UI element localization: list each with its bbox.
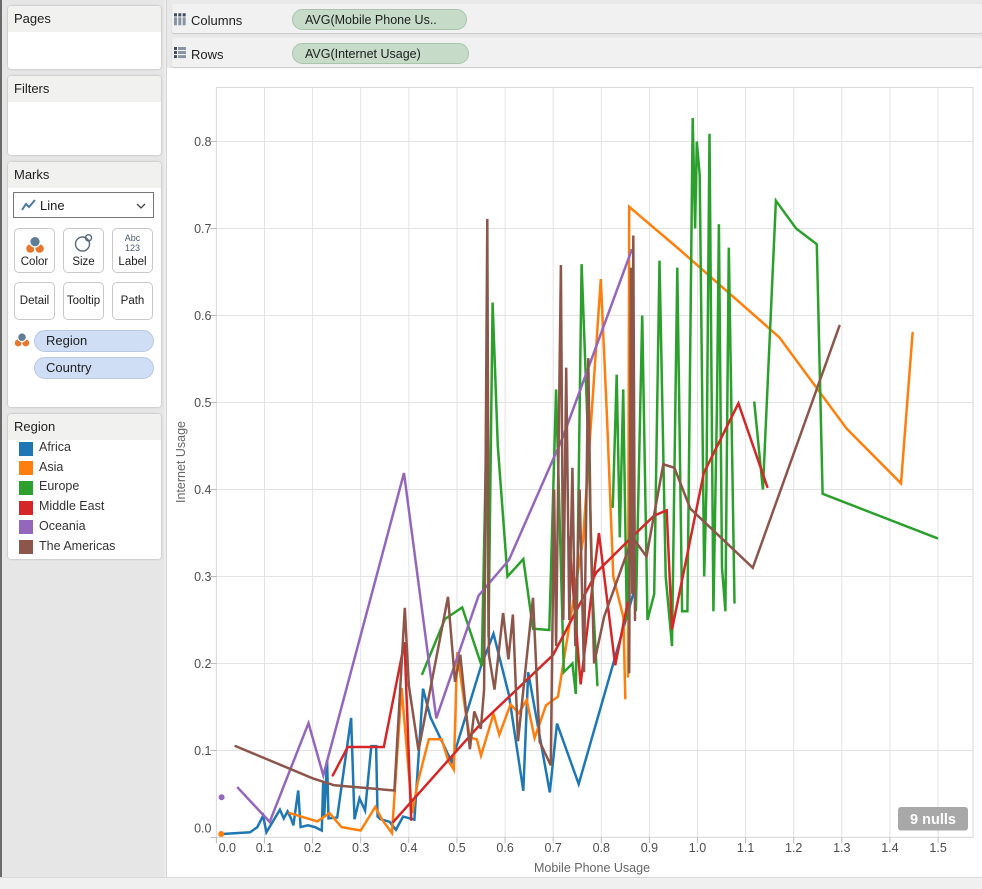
svg-text:0.5: 0.5	[448, 841, 465, 855]
svg-text:0.2: 0.2	[304, 841, 321, 855]
svg-text:0.7: 0.7	[545, 841, 562, 855]
svg-text:0.5: 0.5	[194, 396, 211, 410]
svg-text:0.9: 0.9	[641, 841, 658, 855]
svg-text:1.3: 1.3	[833, 841, 850, 855]
svg-text:Mobile Phone Usage: Mobile Phone Usage	[534, 861, 650, 875]
svg-text:0.1: 0.1	[194, 744, 211, 758]
svg-text:0.7: 0.7	[194, 222, 211, 236]
svg-text:1.4: 1.4	[881, 841, 898, 855]
svg-text:0.0: 0.0	[219, 841, 236, 855]
svg-text:1.5: 1.5	[929, 841, 946, 855]
svg-text:0.3: 0.3	[194, 570, 211, 584]
svg-text:0.8: 0.8	[593, 841, 610, 855]
svg-text:1.0: 1.0	[689, 841, 706, 855]
svg-text:0.6: 0.6	[496, 841, 513, 855]
svg-text:0.4: 0.4	[194, 483, 211, 497]
svg-text:9 nulls: 9 nulls	[910, 812, 956, 828]
svg-text:0.2: 0.2	[194, 657, 211, 671]
svg-text:1.2: 1.2	[785, 841, 802, 855]
svg-text:1.1: 1.1	[737, 841, 754, 855]
svg-text:0.8: 0.8	[194, 135, 211, 149]
svg-text:0.6: 0.6	[194, 309, 211, 323]
svg-text:0.3: 0.3	[352, 841, 369, 855]
svg-text:0.0: 0.0	[194, 822, 211, 836]
svg-text:Internet Usage: Internet Usage	[174, 421, 188, 503]
svg-text:0.4: 0.4	[400, 841, 417, 855]
svg-text:0.1: 0.1	[256, 841, 273, 855]
